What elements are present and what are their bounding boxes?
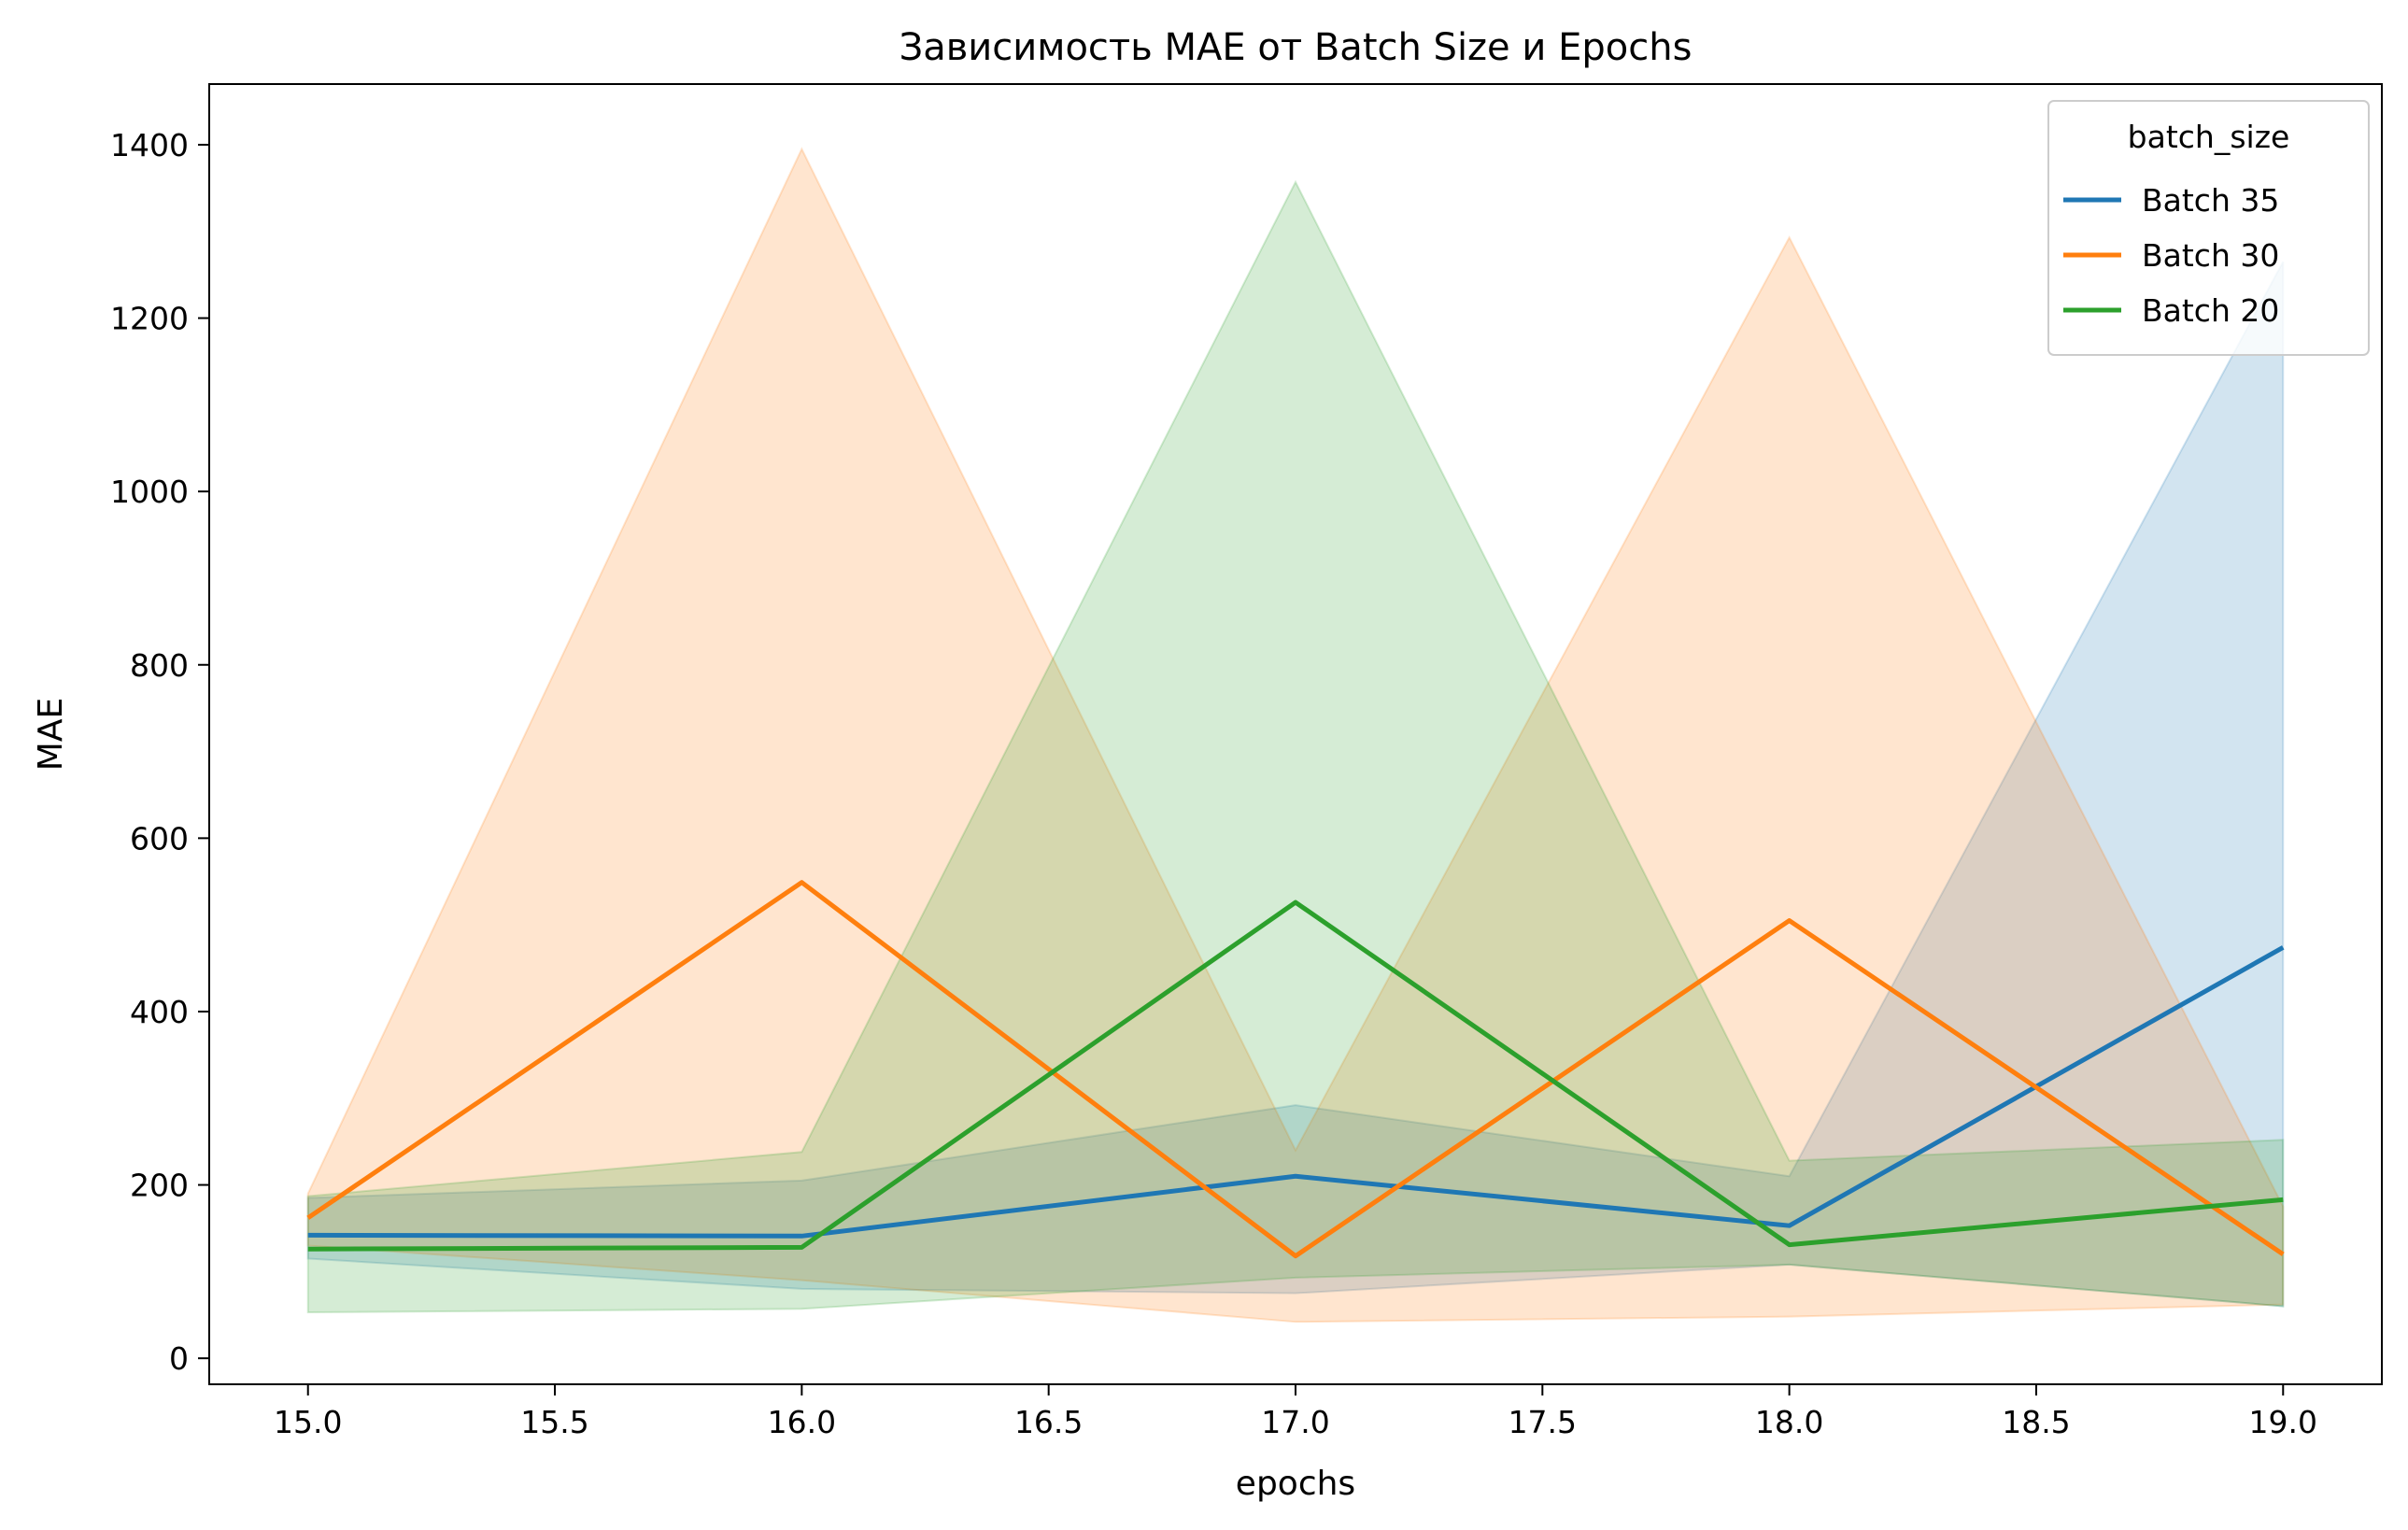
series-line-2 <box>307 900 2284 1252</box>
y-tick-label-2: 400 <box>130 994 189 1030</box>
y-tick-label-5: 1000 <box>110 474 189 510</box>
confidence-bands <box>306 147 2285 1324</box>
series-line-0 <box>307 945 2285 1239</box>
x-axis: 15.0 15.5 16.0 16.5 17.0 17.5 18.0 18.5 19.0 <box>274 1384 2317 1440</box>
x-tick-label-1: 15.5 <box>520 1404 588 1440</box>
x-axis-title: epochs <box>1236 1465 1355 1503</box>
confidence-band-1 <box>306 147 2285 1324</box>
x-tick-label-4: 17.0 <box>1261 1404 1329 1440</box>
y-tick-label-0: 0 <box>169 1340 189 1377</box>
y-tick-label-7: 1400 <box>110 127 189 163</box>
x-tick-label-5: 17.5 <box>1509 1404 1577 1440</box>
series-line-1 <box>306 880 2285 1259</box>
confidence-band-2 <box>306 179 2285 1313</box>
legend-label-0: Batch 35 <box>2142 182 2279 219</box>
x-tick-label-0: 15.0 <box>274 1404 342 1440</box>
legend-label-1: Batch 30 <box>2142 237 2279 274</box>
y-tick-label-1: 200 <box>130 1168 189 1204</box>
legend-label-2: Batch 20 <box>2142 292 2279 329</box>
y-tick-label-4: 800 <box>130 647 189 684</box>
legend-box <box>2047 100 2370 356</box>
y-tick-label-6: 1200 <box>110 301 189 337</box>
x-tick-label-2: 16.0 <box>768 1404 836 1440</box>
legend-title: batch_size <box>2128 119 2290 155</box>
x-tick-label-8: 19.0 <box>2249 1404 2317 1440</box>
series-lines <box>306 880 2285 1259</box>
x-tick-label-7: 18.5 <box>2002 1404 2070 1440</box>
x-tick-label-3: 16.5 <box>1014 1404 1083 1440</box>
y-axis: 0 200 400 600 800 1000 1200 1400 <box>110 127 209 1377</box>
y-axis-title: MAE <box>32 698 70 771</box>
legend: batch_size Batch 35 Batch 30 Batch 20 <box>2047 100 2370 356</box>
y-tick-label-3: 600 <box>130 820 189 857</box>
x-tick-label-6: 18.0 <box>1755 1404 1823 1440</box>
chart-title: Зависимость MAE от Batch Size и Epochs <box>899 26 1693 69</box>
